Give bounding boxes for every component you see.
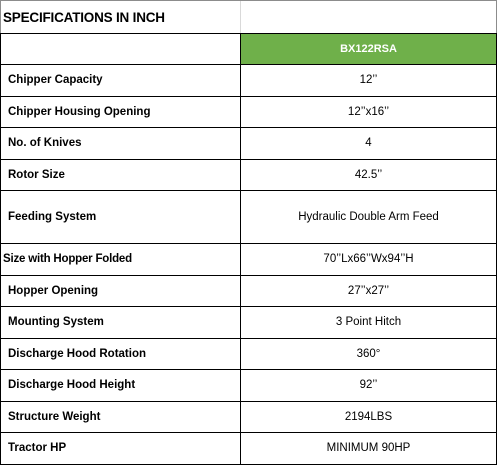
spec-label: Chipper Capacity xyxy=(0,64,241,97)
table-row: Chipper Housing Opening 12’’x16’’ xyxy=(0,95,497,128)
spec-label: Mounting System xyxy=(0,306,241,339)
spec-value: MINIMUM 90HP xyxy=(240,432,497,465)
spec-label: Chipper Housing Opening xyxy=(0,95,241,128)
table-row: Tractor HP MINIMUM 90HP xyxy=(0,432,497,465)
page-title: SPECIFICATIONS IN INCH xyxy=(3,10,165,25)
spec-label: Size with Hopper Folded xyxy=(0,243,241,276)
table-row: Discharge Hood Height 92’’ xyxy=(0,369,497,402)
spec-value: 2194LBS xyxy=(240,400,497,433)
spec-value: 3 Point Hitch xyxy=(240,306,497,339)
spec-label: Feeding System xyxy=(0,190,241,244)
spec-value: 360° xyxy=(240,337,497,370)
table-row: Size with Hopper Folded 70’’Lx66’’Wx94’’… xyxy=(0,243,497,276)
table-row: Chipper Capacity 12’’ xyxy=(0,64,497,97)
spec-label: Tractor HP xyxy=(0,432,241,465)
table-row: Structure Weight 2194LBS xyxy=(0,400,497,433)
spec-value: 42.5’’ xyxy=(240,158,497,191)
spec-label: Rotor Size xyxy=(0,158,241,191)
table-row: Feeding System Hydraulic Double Arm Feed xyxy=(0,190,497,244)
table-row: Hopper Opening 27’’x27’’ xyxy=(0,274,497,307)
spec-label: No. of Knives xyxy=(0,127,241,160)
table-row: Discharge Hood Rotation 360° xyxy=(0,337,497,370)
spec-value: 12’’ xyxy=(240,64,497,97)
spec-value: 12’’x16’’ xyxy=(240,95,497,128)
spec-label: Hopper Opening xyxy=(0,274,241,307)
table-header-row: BX122RSA xyxy=(0,33,497,65)
spec-table: BX122RSA Chipper Capacity 12’’ Chipper H… xyxy=(0,33,497,465)
spec-label: Discharge Hood Height xyxy=(0,369,241,402)
spec-value: 70’’Lx66’’Wx94’’H xyxy=(240,243,497,276)
spec-value: 4 xyxy=(240,127,497,160)
title-divider xyxy=(240,1,241,34)
table-row: Mounting System 3 Point Hitch xyxy=(0,306,497,339)
spec-value: 92’’ xyxy=(240,369,497,402)
spec-value: 27’’x27’’ xyxy=(240,274,497,307)
spec-label: Discharge Hood Rotation xyxy=(0,337,241,370)
spec-label: Structure Weight xyxy=(0,400,241,433)
spec-value: Hydraulic Double Arm Feed xyxy=(240,190,497,244)
table-row: Rotor Size 42.5’’ xyxy=(0,158,497,191)
model-header-cell: BX122RSA xyxy=(240,33,497,65)
title-row: SPECIFICATIONS IN INCH xyxy=(0,0,497,34)
table-row: No. of Knives 4 xyxy=(0,127,497,160)
header-label-cell xyxy=(0,33,241,65)
